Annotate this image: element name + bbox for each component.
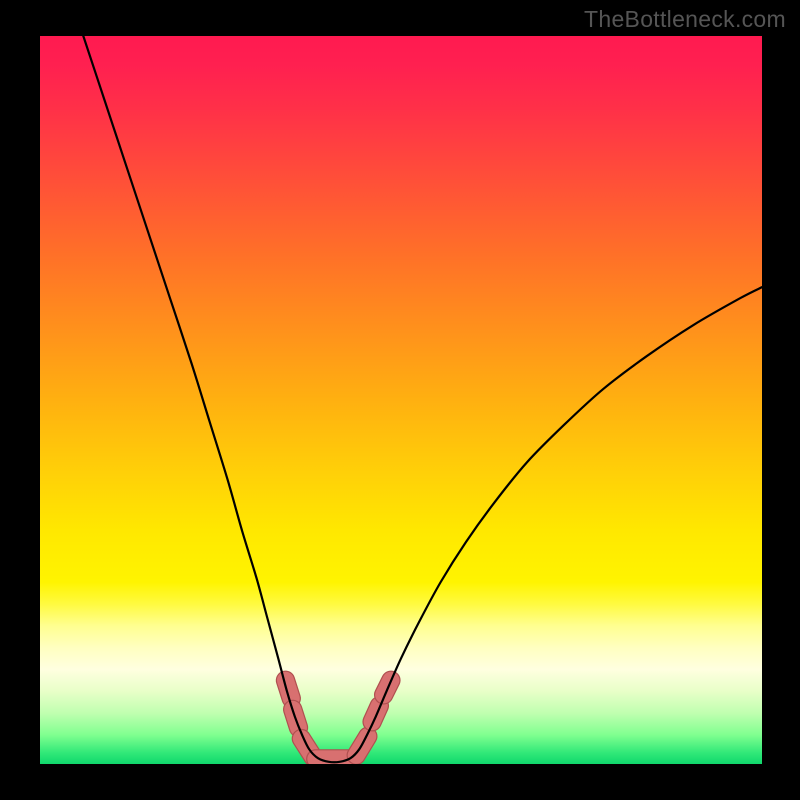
watermark-text: TheBottleneck.com: [584, 6, 786, 33]
plot-area: [40, 36, 762, 764]
plot-svg: [40, 36, 762, 764]
gradient-background: [40, 36, 762, 764]
chart-root: TheBottleneck.com: [0, 0, 800, 800]
